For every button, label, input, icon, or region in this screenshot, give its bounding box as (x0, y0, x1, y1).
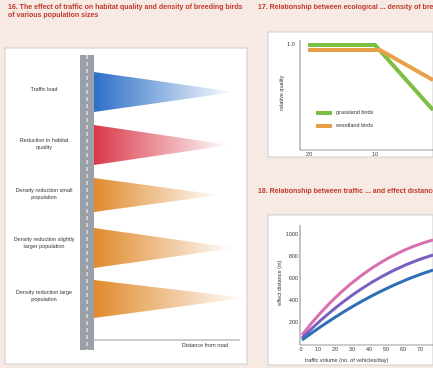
curve (300, 253, 433, 340)
line-grassland (308, 43, 433, 112)
legend-label: woodland birds (336, 123, 373, 129)
curve (300, 238, 433, 336)
wedge (94, 125, 230, 165)
axis-label: Distance from road (181, 343, 229, 349)
tick-label: 20 (305, 152, 313, 158)
curve (301, 268, 433, 342)
row-label: Reduction in habitat quality (19, 138, 69, 151)
tick-label: 1000 (285, 232, 298, 238)
panel (267, 214, 433, 366)
tick-label: 20 (331, 347, 339, 353)
row-label: Density reduction small population (15, 188, 73, 201)
line-woodland (308, 48, 433, 82)
tick-label: 400 (288, 298, 298, 304)
tick-label: 800 (288, 254, 298, 260)
panel (267, 31, 433, 158)
tick-label: 40 (365, 347, 373, 353)
figure-title: 17. Relationship between ecological ... … (258, 4, 433, 11)
wedge (94, 72, 235, 112)
tick-label: 60 (399, 347, 407, 353)
tick-label: 0 (299, 347, 303, 353)
wedge (94, 178, 220, 212)
wedge (94, 228, 235, 268)
tick-label: 50 (382, 347, 390, 353)
tick-label: 30 (348, 347, 356, 353)
row-label: Density reduction large population (15, 290, 73, 303)
tick-label: 10 (371, 152, 379, 158)
tick-label: 10 (314, 347, 322, 353)
tick-label: 200 (288, 320, 298, 326)
axis-label: traffic volume (no. of vehicles/day) (305, 358, 389, 364)
axis-label: relative quality (278, 75, 285, 111)
tick-label: 70 (416, 347, 424, 353)
figure-title: 18. Relationship between traffic ... and… (258, 188, 433, 195)
legend-label: grassland birds (336, 110, 374, 116)
wedge (94, 280, 245, 318)
figure-title: 16. The effect of traffic on habitat qua… (8, 4, 243, 19)
row-label: Traffic load (30, 87, 58, 93)
tick-label: 600 (288, 276, 298, 282)
row-label: Density reduction slightly larger popula… (13, 237, 75, 250)
tick-label: 1.0 (287, 42, 295, 48)
